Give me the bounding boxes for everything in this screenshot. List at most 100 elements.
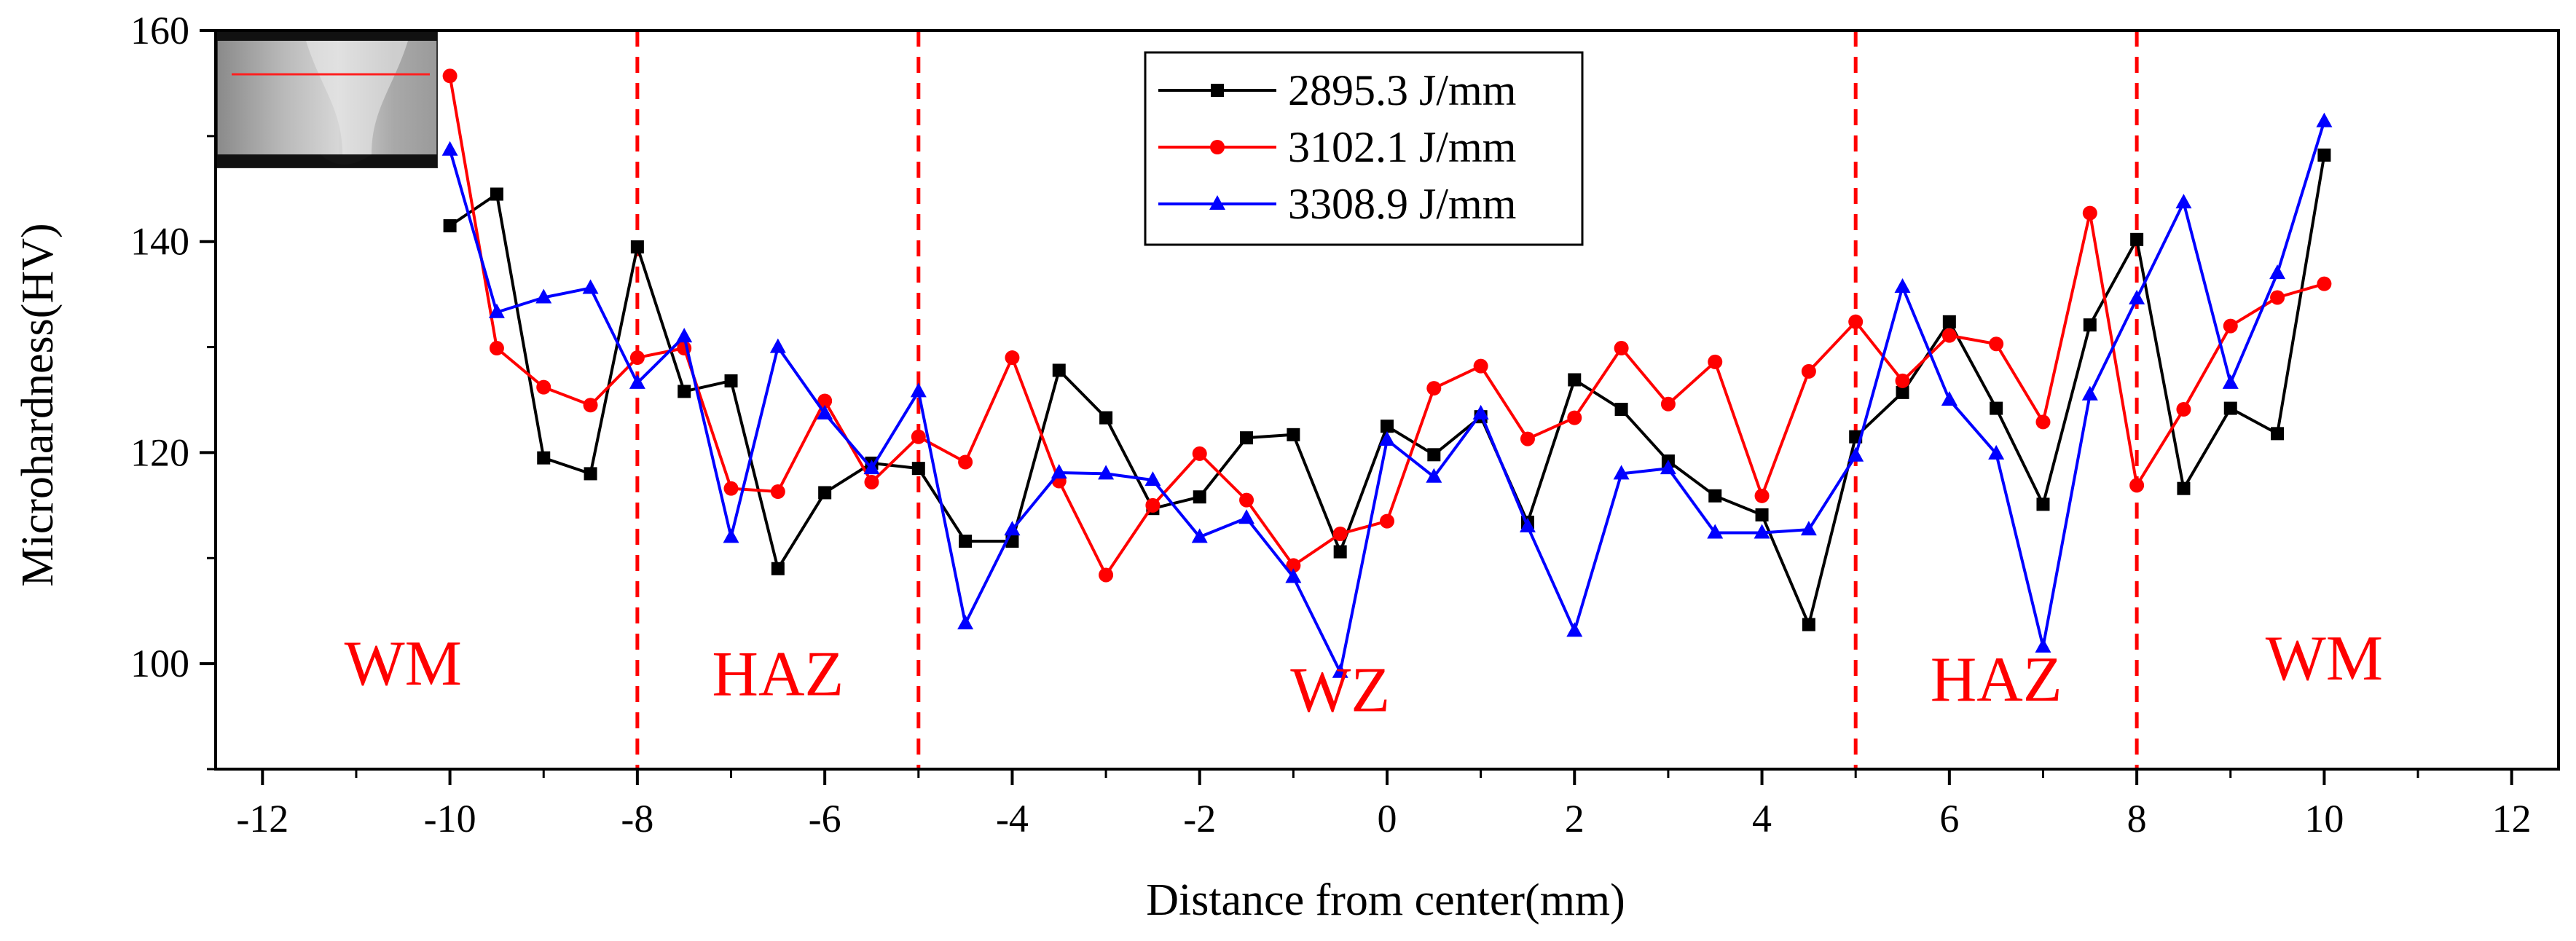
zone-label: HAZ — [1931, 645, 2062, 715]
data-point — [489, 341, 504, 356]
data-point — [1520, 431, 1535, 446]
zone-label: HAZ — [712, 639, 844, 710]
data-point — [1895, 373, 1910, 388]
data-point — [817, 393, 833, 409]
data-point — [2082, 205, 2097, 221]
data-point — [1568, 373, 1582, 387]
x-tick-label: -10 — [424, 797, 476, 840]
legend-entry-label: 3308.9 J/mm — [1288, 180, 1516, 228]
data-point — [1848, 314, 1864, 329]
data-point — [1427, 448, 1441, 462]
axes: -12 -10 -8 -6 -4 -2 0 2 4 6 8 10 12 100 120 140 160 — [130, 9, 2560, 840]
data-point — [1332, 663, 1348, 678]
x-tick-label: 8 — [2127, 797, 2147, 840]
data-point — [1614, 403, 1628, 417]
data-point — [630, 240, 644, 253]
data-point — [1800, 521, 1817, 536]
x-tick-label: -12 — [236, 797, 288, 840]
legend-entry-label: 2895.3 J/mm — [1288, 66, 1516, 114]
data-point — [1941, 328, 1957, 343]
data-point — [1240, 431, 1254, 445]
data-point — [959, 535, 973, 548]
data-point — [910, 382, 927, 398]
data-point — [488, 303, 505, 318]
data-point — [1707, 524, 1724, 539]
data-point — [864, 474, 879, 489]
data-point — [1754, 488, 1770, 503]
data-point — [1989, 336, 2004, 352]
data-point — [676, 328, 693, 343]
data-point — [1144, 471, 1161, 487]
y-tick-label: 160 — [130, 9, 189, 52]
data-point — [2129, 289, 2145, 304]
data-point — [2269, 264, 2286, 280]
data-point — [1193, 490, 1206, 504]
data-point — [1894, 278, 1911, 294]
data-point — [911, 429, 926, 444]
data-point — [1191, 528, 1208, 543]
data-point — [1333, 545, 1347, 559]
x-tick-label: 12 — [2492, 797, 2532, 840]
data-point — [1660, 396, 1676, 412]
data-point — [771, 562, 785, 575]
data-point — [442, 68, 458, 84]
data-point — [1567, 410, 1582, 425]
data-point — [443, 218, 457, 232]
data-point — [584, 467, 597, 481]
data-point — [536, 379, 551, 395]
data-point — [629, 374, 645, 389]
data-point — [1708, 489, 1722, 503]
data-point — [2176, 402, 2191, 417]
data-point — [2223, 318, 2238, 334]
data-point — [1988, 444, 2005, 460]
data-point — [818, 486, 832, 500]
data-point — [1286, 558, 1301, 573]
data-point — [537, 451, 551, 465]
data-point — [441, 141, 458, 156]
data-point — [2175, 194, 2192, 209]
data-point — [1098, 465, 1115, 480]
legend: 2895.3 J/mm 3102.1 J/mm 3308.9 J/mm — [1144, 51, 1584, 246]
data-point — [723, 481, 739, 496]
data-point — [1004, 521, 1021, 536]
data-point — [2035, 414, 2051, 430]
data-point — [2271, 427, 2285, 441]
series-2 — [442, 68, 2332, 583]
data-point — [1755, 508, 1769, 521]
data-point — [582, 279, 599, 294]
data-point — [1005, 350, 1020, 366]
data-point — [1802, 618, 1815, 631]
series-layer — [441, 68, 2333, 678]
data-point — [1566, 622, 1583, 637]
data-point — [1801, 363, 1816, 379]
data-point — [1285, 568, 1302, 583]
y-axis-title: Microhardness(HV) — [13, 223, 63, 586]
data-point — [1052, 363, 1066, 377]
data-point — [724, 374, 738, 387]
data-point — [1287, 428, 1300, 441]
data-point — [2129, 478, 2145, 493]
data-point — [535, 288, 552, 304]
data-point — [2317, 276, 2332, 291]
x-tick-label: 0 — [1378, 797, 1397, 840]
data-point — [863, 460, 880, 475]
data-point — [1238, 509, 1255, 524]
data-point — [583, 398, 598, 413]
legend-swatch-marker — [1210, 140, 1225, 154]
data-point — [911, 462, 925, 476]
data-point — [1379, 431, 1395, 446]
data-point — [2081, 385, 2098, 401]
data-point — [1614, 341, 1629, 356]
x-tick-label: -4 — [996, 797, 1029, 840]
data-point — [2177, 481, 2191, 495]
x-tick-label: -8 — [621, 797, 653, 840]
data-point — [1426, 381, 1442, 396]
data-point — [1380, 513, 1394, 529]
data-point — [1099, 567, 1114, 583]
data-point — [678, 385, 691, 398]
data-point — [770, 484, 785, 500]
legend-entry-label: 3102.1 J/mm — [1288, 123, 1516, 171]
series-3 — [441, 112, 2333, 678]
